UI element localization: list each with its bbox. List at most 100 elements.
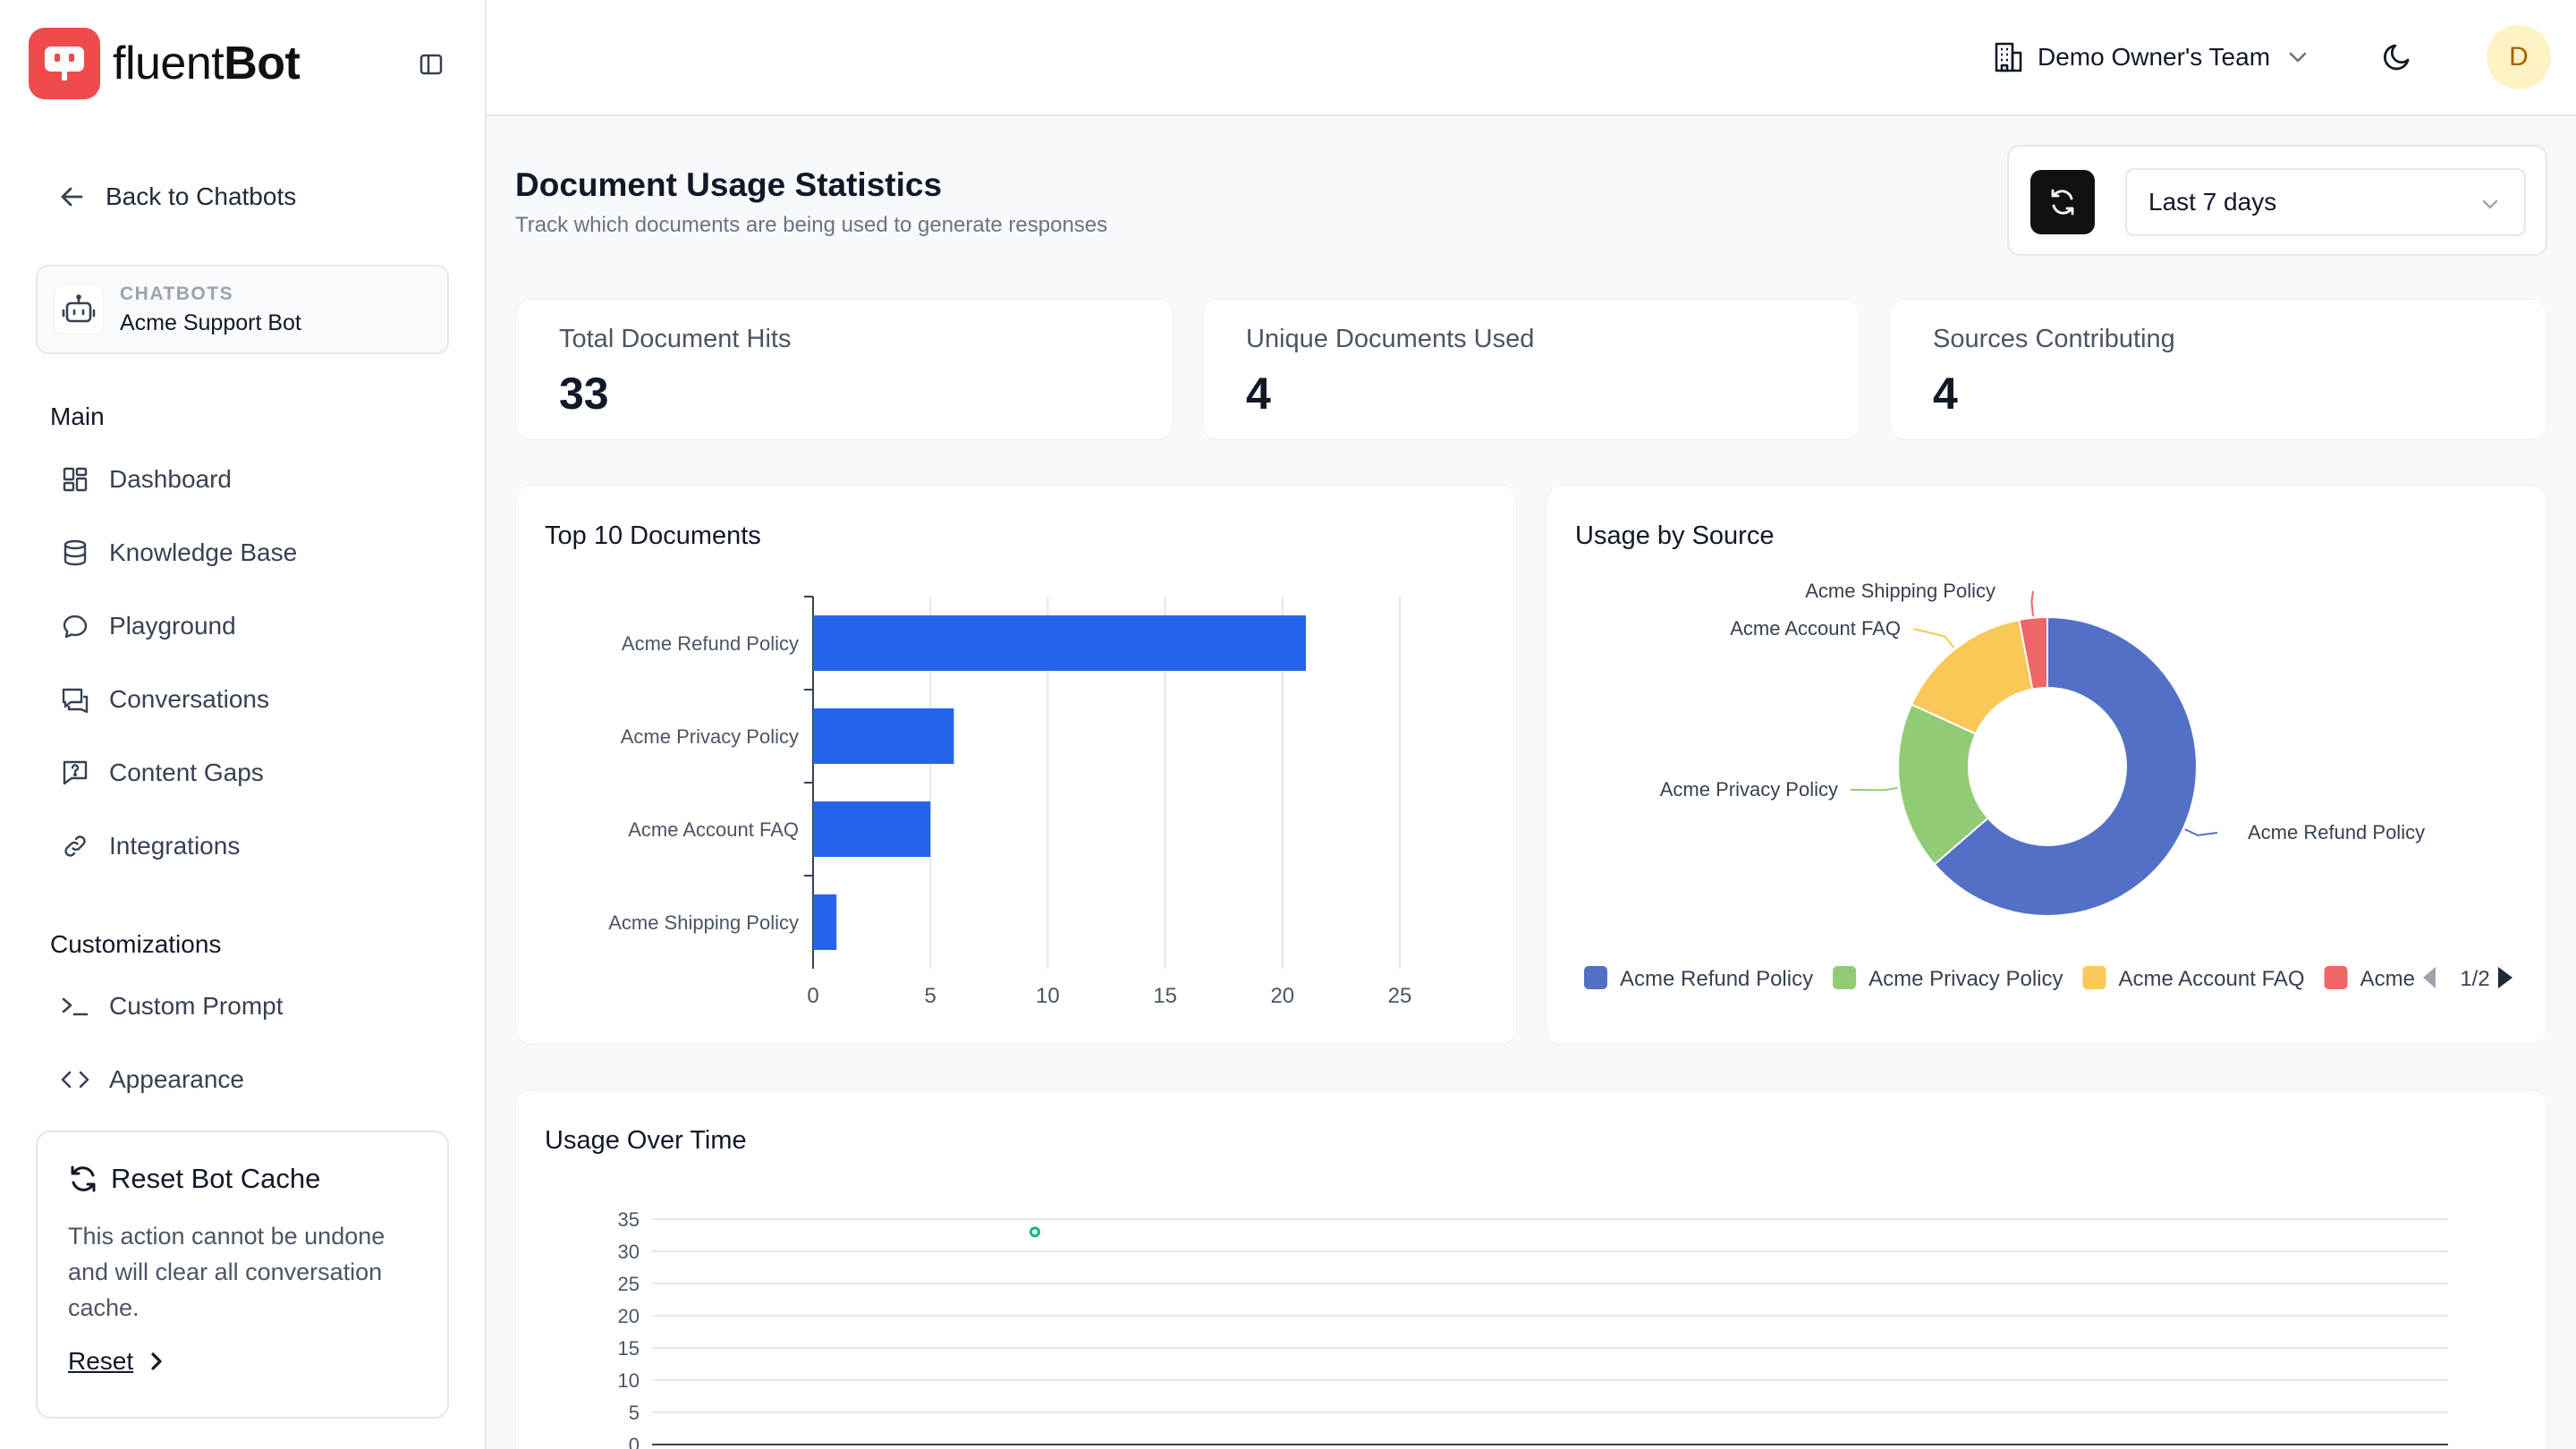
nav-label: Dashboard [109,465,232,493]
nav-item-content-gaps[interactable]: Content Gaps [57,748,264,798]
logo-icon [29,28,100,99]
x-tick-label: 25 [1388,984,1412,1008]
legend-swatch [1584,966,1607,989]
reset-link-label: Reset [68,1347,134,1375]
nav-item-dashboard[interactable]: Dashboard [57,454,232,504]
date-range-value: Last 7 days [2148,188,2277,216]
nav-item-custom-prompt[interactable]: Custom Prompt [57,981,284,1031]
stat-value: 4 [1246,369,1271,419]
legend-prev-icon [2423,967,2436,988]
pie-leader-line [1850,787,1898,792]
nav-label: Custom Prompt [109,992,284,1020]
question-message-icon [57,755,93,791]
team-name: Demo Owner's Team [2038,43,2271,71]
nav-label: Integrations [109,832,241,860]
legend-label: Acme Account FAQ [2118,967,2304,991]
nav-label: Content Gaps [109,758,264,786]
y-tick-label: Acme Account FAQ [628,818,799,841]
usage-by-source-chart: Acme Refund Policy Acme Privacy Policy Acm… [1584,580,2512,991]
nav-item-playground[interactable]: Playground [57,601,236,651]
refresh-button[interactable] [2030,170,2095,234]
back-to-chatbots-link[interactable]: Back to Chatbots [57,175,296,218]
legend-label: Acme Privacy Policy [1868,967,2063,991]
legend-label: Acme [2360,967,2415,991]
usage-by-source-panel: Usage by Source Acme Refund Policy Acme P… [1546,485,2547,1045]
reset-card-title: Reset Bot Cache [111,1163,321,1194]
nav-item-integrations[interactable]: Integrations [57,821,240,871]
pie-leader-line [2184,828,2218,836]
x-tick-label: 0 [807,984,818,1008]
y-tick-label: 15 [618,1337,640,1360]
legend-next-icon [2498,967,2512,988]
y-tick-label: Acme Shipping Policy [608,911,799,934]
nav-item-appearance[interactable]: Appearance [57,1055,244,1105]
y-tick-label: Acme Privacy Policy [621,725,799,748]
refresh-icon [2051,189,2074,216]
date-range-select[interactable]: Last 7 days [2125,168,2526,236]
sidebar-toggle-icon[interactable] [413,47,449,82]
usage-by-source-title: Usage by Source [1575,521,1775,550]
stat-card-total-hits: Total Document Hits 33 [515,299,1174,440]
reset-card-description: This action cannot be undone and will cl… [68,1223,386,1321]
y-tick-label: 20 [618,1305,640,1327]
brand-name: fluentBot [113,38,301,89]
legend-swatch [2324,966,2348,989]
y-tick-label: Acme Refund Policy [622,632,799,655]
bot-name: Acme Support Bot [120,309,301,335]
bar [813,801,931,857]
top-documents-title: Top 10 Documents [545,521,761,550]
pie-slice [1897,703,1989,866]
link-icon [57,828,93,864]
pie-label: Acme Shipping Policy [1805,580,1996,602]
bot-icon [54,284,104,335]
chatbot-selector[interactable]: CHATBOTS Acme Support Bot [36,265,449,354]
chevron-right-icon [151,1352,162,1370]
section-main: Main [50,402,105,430]
bar [813,708,954,764]
code-icon [57,1062,93,1097]
nav-label: Playground [109,612,236,640]
y-tick-label: 5 [629,1402,640,1424]
building-icon [1995,42,2022,72]
y-tick-label: 35 [618,1208,640,1231]
moon-icon[interactable] [2377,38,2417,77]
arrow-left-icon [61,187,83,207]
data-point [1030,1226,1040,1238]
y-tick-label: 0 [629,1434,640,1449]
usage-over-time-chart: 0 5 10 15 20 25 30 35 [618,1208,2448,1449]
stat-card-unique-docs: Unique Documents Used 4 [1202,299,1860,440]
y-tick-label: 25 [618,1273,640,1295]
nav-item-knowledge-base[interactable]: Knowledge Base [57,528,297,578]
top-documents-chart: 0 5 10 15 20 25 Acme Refund Policy Acme Privacy… [608,596,1412,1008]
stat-label: Unique Documents Used [1246,325,1535,353]
chevron-down-icon [2289,52,2307,63]
usage-over-time-title: Usage Over Time [545,1126,747,1155]
pie-slice [1933,615,2198,917]
legend-label: Acme Refund Policy [1620,967,1813,991]
team-switcher[interactable]: Demo Owner's Team [1991,38,2309,77]
legend-swatch [2082,966,2106,989]
chatbots-kicker: CHATBOTS [120,283,234,304]
back-label: Back to Chatbots [106,182,297,210]
usage-over-time-panel: Usage Over Time 0 5 10 15 20 25 30 35 [515,1089,2547,1449]
y-tick-label: 30 [618,1241,640,1263]
filter-toolbar: Last 7 days [2007,145,2547,256]
reset-link[interactable]: Reset [68,1347,417,1376]
bar [813,894,837,950]
avatar[interactable]: D [2487,25,2551,89]
x-tick-label: 5 [925,984,936,1008]
pie-leader-line [1912,628,1955,648]
top-documents-panel: Top 10 Documents 0 5 10 15 20 25 Acme Refund P… [515,485,1517,1045]
section-customizations: Customizations [50,930,222,958]
stat-label: Total Document Hits [559,325,792,353]
pie-label: Acme Refund Policy [2248,821,2425,843]
top-bar: Demo Owner's Team D [487,0,2576,116]
database-icon [57,535,93,571]
nav-label: Appearance [109,1065,245,1093]
nav-item-conversations[interactable]: Conversations [57,674,269,724]
stat-label: Sources Contributing [1933,325,2175,353]
chevron-down-icon [2482,199,2498,209]
brand[interactable]: fluentBot [29,27,301,100]
page-title: Document Usage Statistics [515,166,943,203]
stat-value: 33 [559,369,609,419]
